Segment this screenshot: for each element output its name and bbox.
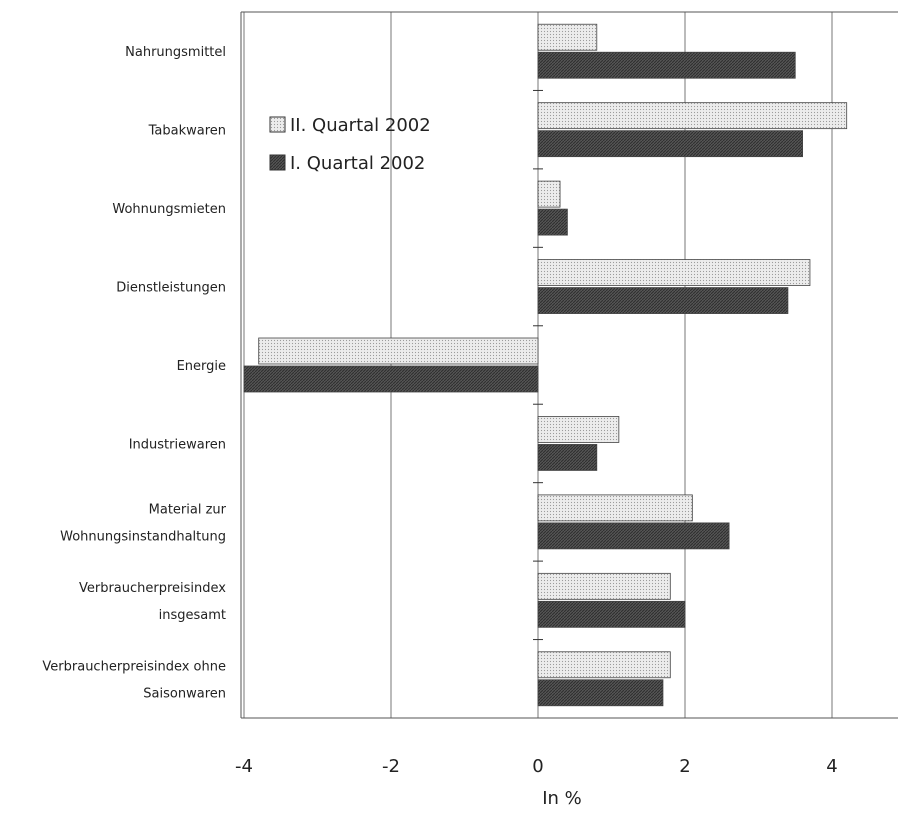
bar-q1 xyxy=(537,130,804,158)
legend: II. Quartal 2002 I. Quartal 2002 xyxy=(269,115,431,174)
legend-label-series-2: II. Quartal 2002 xyxy=(290,115,431,136)
bar-q2 xyxy=(537,23,598,51)
bar-q2 xyxy=(537,494,693,522)
bar-q1 xyxy=(537,444,598,471)
bar-q2 xyxy=(537,416,620,443)
x-tick-label: -4 xyxy=(235,756,253,777)
x-tick-label: -2 xyxy=(382,756,400,777)
category-label: Energie xyxy=(177,359,226,374)
bar-q1 xyxy=(537,600,686,628)
legend-label-series-1: I. Quartal 2002 xyxy=(290,153,425,174)
category-labels: Nahrungsmittel Tabakwaren Wohnungsmieten Di… xyxy=(42,45,226,701)
bar-q1 xyxy=(537,287,789,314)
category-label: Dienstleistungen xyxy=(116,281,226,296)
category-label: Tabakwaren xyxy=(148,124,226,139)
category-label: Verbraucherpreisindex insgesamt xyxy=(79,581,226,623)
bar-q1 xyxy=(537,208,568,236)
category-label: Wohnungsmieten xyxy=(112,202,226,217)
legend-swatch-series-1 xyxy=(269,154,286,171)
category-label: Material zur Wohnungsinstandhaltung xyxy=(60,502,227,544)
bar-q2 xyxy=(258,337,539,365)
x-axis-title: In % xyxy=(542,788,582,809)
bar-q2 xyxy=(537,651,671,679)
x-tick-label: 4 xyxy=(826,756,837,777)
axes: -4 -2 0 2 4 xyxy=(235,11,898,777)
bar-q2 xyxy=(537,572,671,600)
bar-q1 xyxy=(537,522,730,550)
bar-q1 xyxy=(243,365,539,393)
category-label: Verbraucherpreisindex ohne Saisonwaren xyxy=(42,659,226,701)
grid-lines xyxy=(243,12,833,718)
bar-q2 xyxy=(537,259,811,286)
bar-q1 xyxy=(537,51,796,79)
category-label: Nahrungsmittel xyxy=(125,45,226,60)
legend-swatch-series-2 xyxy=(269,116,286,133)
category-label: Industriewaren xyxy=(129,437,226,452)
bar-q1 xyxy=(537,679,664,707)
x-tick-label: 0 xyxy=(532,756,543,777)
bar-q2 xyxy=(537,180,561,208)
x-tick-label: 2 xyxy=(679,756,690,777)
bars xyxy=(243,23,848,707)
bar-q2 xyxy=(537,102,848,130)
